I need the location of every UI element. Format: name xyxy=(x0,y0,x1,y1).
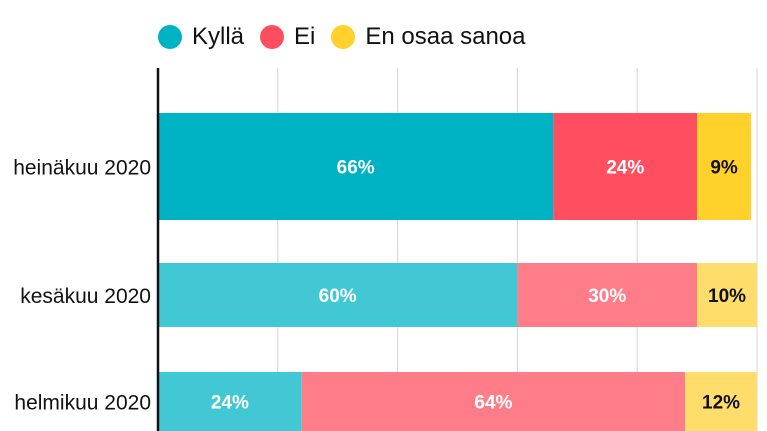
bar-ei-kesakuu-2020 xyxy=(517,263,698,327)
category-label-heinakuu-2020: heinäkuu 2020 xyxy=(13,157,151,180)
legend-item-ei: Ei xyxy=(260,23,315,51)
category-label-helmikuu-2020: helmikuu 2020 xyxy=(14,392,151,415)
bar-ei-heinakuu-2020 xyxy=(553,113,698,220)
bar-en-osaa-sanoa-helmikuu-2020 xyxy=(685,372,757,431)
data-label-ei-heinakuu-2020: 24% xyxy=(606,158,644,179)
data-label-ei-helmikuu-2020: 64% xyxy=(474,393,512,414)
data-label-kylla-helmikuu-2020: 24% xyxy=(211,393,249,414)
legend: Kyllä Ei En osaa sanoa xyxy=(158,19,542,55)
bar-kylla-helmikuu-2020 xyxy=(158,372,302,431)
legend-label-kylla: Kyllä xyxy=(192,23,245,50)
data-label-kylla-kesakuu-2020: 60% xyxy=(319,286,357,307)
data-label-ei-kesakuu-2020: 30% xyxy=(588,286,626,307)
legend-label-en-osaa-sanoa: En osaa sanoa xyxy=(365,23,526,50)
category-label-kesakuu-2020: kesäkuu 2020 xyxy=(20,285,151,308)
legend-item-en-osaa-sanoa: En osaa sanoa xyxy=(331,23,526,51)
bar-en-osaa-sanoa-heinakuu-2020 xyxy=(697,113,752,220)
bar-kylla-heinakuu-2020 xyxy=(158,113,554,220)
bar-en-osaa-sanoa-kesakuu-2020 xyxy=(697,263,757,327)
bar-kylla-kesakuu-2020 xyxy=(158,263,518,327)
legend-swatch-ei xyxy=(260,25,285,49)
legend-swatch-en-osaa-sanoa xyxy=(331,25,356,49)
legend-item-kylla: Kyllä xyxy=(158,23,244,51)
data-label-en-osaa-sanoa-heinakuu-2020: 9% xyxy=(710,158,738,179)
legend-swatch-kylla xyxy=(158,25,182,49)
data-label-en-osaa-sanoa-kesakuu-2020: 10% xyxy=(708,286,746,307)
bar-ei-helmikuu-2020 xyxy=(301,372,686,431)
data-label-kylla-heinakuu-2020: 66% xyxy=(337,158,375,179)
legend-label-ei: Ei xyxy=(294,23,316,50)
data-label-en-osaa-sanoa-helmikuu-2020: 12% xyxy=(702,393,740,414)
